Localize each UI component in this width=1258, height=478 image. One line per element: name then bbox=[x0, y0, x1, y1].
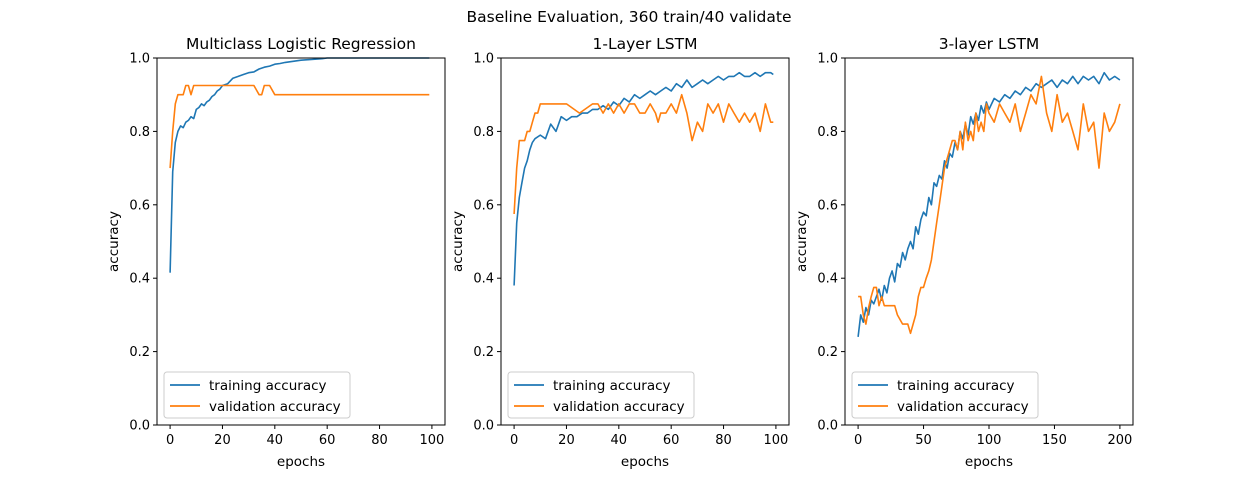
y-tick-label: 0.0 bbox=[817, 419, 838, 434]
series-line-validation bbox=[169, 84, 430, 169]
x-tick-label: 0 bbox=[166, 433, 174, 448]
subplot-1: 0 20 40 60 80 100 0.0 0.2 0.4 0.6 0.8 1.0 Multiclass… bbox=[106, 35, 446, 470]
subplot-title: Multiclass Logistic Regression bbox=[186, 35, 416, 53]
y-axis-label: accuracy bbox=[106, 211, 122, 272]
y-tick-label: 0.8 bbox=[129, 125, 150, 140]
series-line-validation bbox=[513, 93, 774, 215]
subplot-3: 0 50 100 150 200 0.0 0.2 0.4 0.6 0.8 1.0 3-layer LS… bbox=[794, 35, 1134, 470]
figure-title: Baseline Evaluation, 360 train/40 valida… bbox=[467, 8, 792, 26]
legend-box bbox=[507, 371, 695, 419]
legend-label-validation: validation accuracy bbox=[897, 399, 1029, 415]
legend: training accuracy validation accuracy bbox=[507, 371, 695, 419]
x-tick-label: 0 bbox=[510, 433, 518, 448]
legend-label-training: training accuracy bbox=[553, 378, 671, 394]
x-tick-label: 20 bbox=[558, 433, 575, 448]
legend-label-training: training accuracy bbox=[897, 378, 1015, 394]
x-axis-label: epochs bbox=[621, 454, 669, 470]
series-line-training bbox=[513, 71, 774, 286]
x-axis-label: epochs bbox=[277, 454, 325, 470]
x-tick-label: 80 bbox=[715, 433, 732, 448]
legend: training accuracy validation accuracy bbox=[851, 371, 1039, 419]
legend-label-training: training accuracy bbox=[209, 378, 327, 394]
x-tick-label: 60 bbox=[319, 433, 336, 448]
y-tick-label: 0.2 bbox=[129, 345, 150, 360]
x-tick-label: 40 bbox=[267, 433, 284, 448]
series-line-training bbox=[169, 57, 430, 273]
x-axis-label: epochs bbox=[965, 454, 1013, 470]
x-tick-label: 40 bbox=[611, 433, 628, 448]
y-tick-label: 0.6 bbox=[473, 198, 494, 213]
y-tick-label: 1.0 bbox=[473, 52, 494, 67]
y-axis-label: accuracy bbox=[794, 211, 810, 272]
legend: training accuracy validation accuracy bbox=[163, 371, 351, 419]
y-tick-label: 0.0 bbox=[473, 419, 494, 434]
x-tick-label: 50 bbox=[915, 433, 932, 448]
legend-box bbox=[851, 371, 1039, 419]
x-tick-label: 100 bbox=[763, 433, 788, 448]
subplot-2: 0 20 40 60 80 100 0.0 0.2 0.4 0.6 0.8 1.0 1-Layer LS… bbox=[450, 35, 790, 470]
subplots: 0 20 40 60 80 100 0.0 0.2 0.4 0.6 0.8 1.0 Multiclass… bbox=[106, 35, 1134, 470]
x-tick-label: 150 bbox=[1042, 433, 1067, 448]
x-tick-label: 200 bbox=[1107, 433, 1132, 448]
y-tick-label: 0.2 bbox=[817, 345, 838, 360]
y-tick-label: 0.2 bbox=[473, 345, 494, 360]
legend-box bbox=[163, 371, 351, 419]
x-tick-label: 0 bbox=[854, 433, 862, 448]
y-tick-label: 0.4 bbox=[817, 272, 838, 287]
subplot-title: 1-Layer LSTM bbox=[593, 35, 698, 53]
legend-label-validation: validation accuracy bbox=[209, 399, 341, 415]
axes-frame bbox=[500, 57, 790, 426]
y-tick-label: 0.4 bbox=[129, 272, 150, 287]
y-tick-label: 0.0 bbox=[129, 419, 150, 434]
subplot-title: 3-layer LSTM bbox=[939, 35, 1040, 53]
x-tick-label: 80 bbox=[371, 433, 388, 448]
y-axis-label: accuracy bbox=[450, 211, 466, 272]
x-tick-label: 100 bbox=[419, 433, 444, 448]
y-tick-label: 0.6 bbox=[129, 198, 150, 213]
x-tick-label: 100 bbox=[977, 433, 1002, 448]
x-tick-label: 20 bbox=[214, 433, 231, 448]
y-tick-label: 0.4 bbox=[473, 272, 494, 287]
x-tick-label: 60 bbox=[663, 433, 680, 448]
y-tick-label: 0.8 bbox=[473, 125, 494, 140]
series-line-validation bbox=[858, 75, 1121, 335]
y-tick-label: 1.0 bbox=[817, 52, 838, 67]
legend-label-validation: validation accuracy bbox=[553, 399, 685, 415]
axes-frame bbox=[156, 57, 446, 426]
y-tick-label: 0.8 bbox=[817, 125, 838, 140]
y-tick-label: 1.0 bbox=[129, 52, 150, 67]
y-tick-label: 0.6 bbox=[817, 198, 838, 213]
